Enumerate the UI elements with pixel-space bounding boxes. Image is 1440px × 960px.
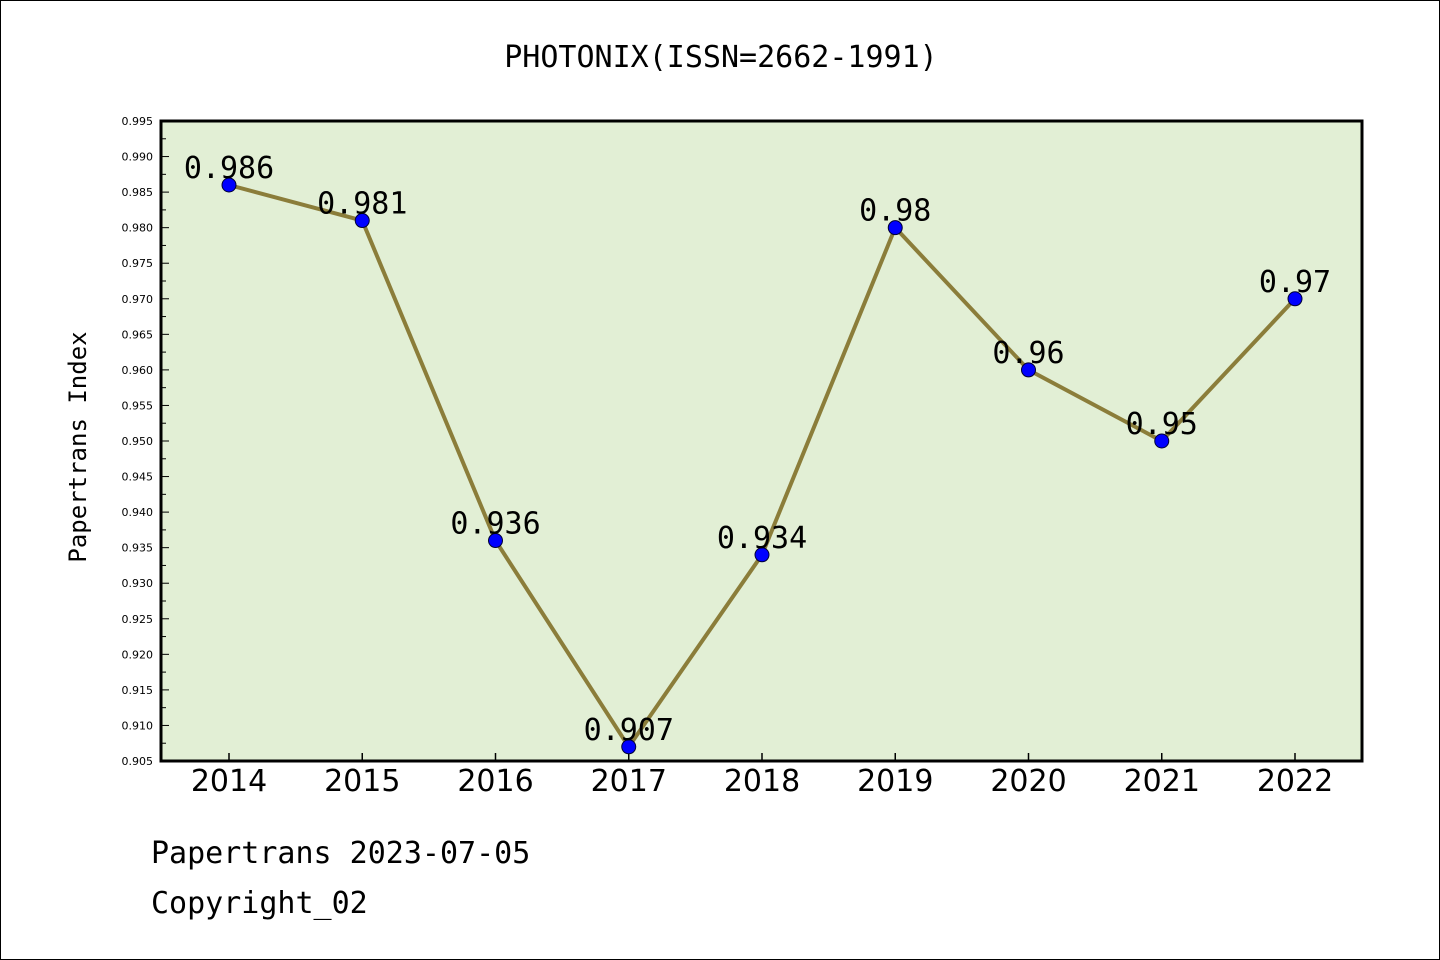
y-tick-label: 0.960 — [122, 364, 154, 377]
data-label: 0.907 — [584, 713, 674, 748]
data-label: 0.95 — [1126, 407, 1198, 442]
data-label: 0.97 — [1259, 265, 1331, 300]
data-point — [887, 220, 903, 236]
y-tick-label: 0.935 — [122, 542, 154, 555]
x-tick-label: 2015 — [324, 764, 400, 799]
y-tick-label: 0.985 — [122, 186, 154, 199]
x-axis: 2014 2015 2016 2017 2018 2019 2020 2021 2022 — [191, 753, 1333, 799]
y-axis: 0.905 0.910 0.915 0.920 0.925 0.930 0.935 0.940… — [122, 115, 169, 768]
data-point — [1287, 291, 1303, 307]
y-tick-label: 0.950 — [122, 435, 154, 448]
y-tick-label: 0.925 — [122, 613, 154, 626]
data-point — [754, 547, 770, 563]
y-tick-label: 0.945 — [122, 471, 154, 484]
y-tick-label: 0.920 — [122, 648, 154, 661]
data-point — [621, 739, 637, 755]
x-tick-label: 2019 — [857, 764, 933, 799]
y-tick-label: 0.975 — [122, 257, 154, 270]
x-tick-label: 2017 — [591, 764, 667, 799]
x-tick-label: 2022 — [1257, 764, 1333, 799]
footer-date-text: Papertrans 2023-07-05 — [151, 836, 531, 871]
x-tick-label: 2020 — [990, 764, 1066, 799]
data-label: 0.981 — [317, 187, 407, 222]
y-tick-label: 0.970 — [122, 293, 154, 306]
footer-copyright-text: Copyright_02 — [151, 886, 368, 921]
y-tick-label: 0.965 — [122, 328, 154, 341]
y-tick-label: 0.995 — [122, 115, 154, 128]
data-label: 0.934 — [717, 521, 807, 556]
y-tick-label: 0.905 — [122, 755, 154, 768]
y-tick-label: 0.955 — [122, 399, 154, 412]
data-point — [221, 177, 237, 193]
y-tick-label: 0.910 — [122, 719, 154, 732]
data-point — [354, 213, 370, 229]
y-tick-label: 0.980 — [122, 222, 154, 235]
x-tick-label: 2016 — [457, 764, 533, 799]
y-tick-label: 0.940 — [122, 506, 154, 519]
chart-title: PHOTONIX(ISSN=2662-1991) — [504, 40, 937, 75]
y-tick-label: 0.915 — [122, 684, 154, 697]
data-label: 0.936 — [450, 507, 540, 542]
data-label: 0.96 — [992, 336, 1064, 371]
y-tick-label: 0.990 — [122, 151, 154, 164]
x-tick-label: 2014 — [191, 764, 267, 799]
data-label: 0.986 — [184, 151, 274, 186]
y-axis-label: Papertrans Index — [64, 331, 92, 562]
y-tick-label: 0.930 — [122, 577, 154, 590]
data-point — [1021, 362, 1036, 378]
data-point — [488, 533, 503, 549]
x-tick-label: 2018 — [724, 764, 800, 799]
data-point — [1154, 433, 1170, 449]
data-label: 0.98 — [859, 194, 931, 229]
x-tick-label: 2021 — [1124, 764, 1200, 799]
series-papertrans-index: 0.986 0.981 0.936 0.907 0.934 0.98 0.96 0.95 0.9… — [184, 151, 1331, 755]
